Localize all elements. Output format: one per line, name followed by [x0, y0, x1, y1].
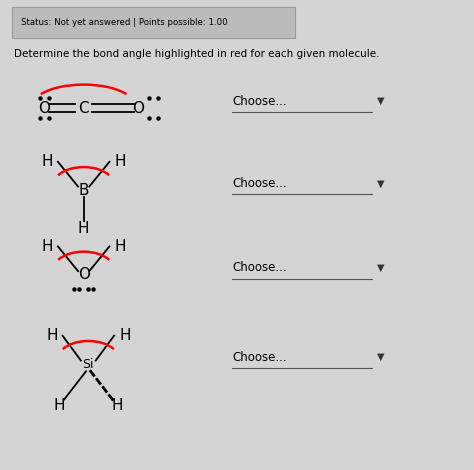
Text: H: H: [112, 398, 123, 413]
Text: Si: Si: [82, 358, 94, 371]
Text: H: H: [46, 328, 58, 343]
Text: H: H: [114, 154, 126, 169]
Text: H: H: [114, 239, 126, 254]
Text: ▼: ▼: [376, 178, 384, 188]
Text: Determine the bond angle highlighted in red for each given molecule.: Determine the bond angle highlighted in …: [14, 49, 380, 59]
Text: ▼: ▼: [376, 352, 384, 362]
Text: H: H: [53, 398, 65, 413]
Text: H: H: [42, 154, 53, 169]
Text: C: C: [78, 101, 89, 116]
Text: H: H: [119, 328, 130, 343]
Text: Choose...: Choose...: [232, 261, 287, 274]
Text: Choose...: Choose...: [232, 351, 287, 364]
Text: O: O: [38, 101, 50, 116]
Text: H: H: [78, 221, 90, 236]
Text: H: H: [42, 239, 53, 254]
FancyBboxPatch shape: [12, 7, 295, 38]
Text: B: B: [78, 183, 89, 198]
Text: ▼: ▼: [376, 263, 384, 273]
Text: O: O: [78, 267, 90, 282]
Text: ▼: ▼: [376, 96, 384, 106]
Text: Choose...: Choose...: [232, 94, 287, 108]
Text: O: O: [133, 101, 145, 116]
Text: Choose...: Choose...: [232, 177, 287, 190]
Text: Status: Not yet answered | Points possible: 1.00: Status: Not yet answered | Points possib…: [21, 18, 228, 27]
